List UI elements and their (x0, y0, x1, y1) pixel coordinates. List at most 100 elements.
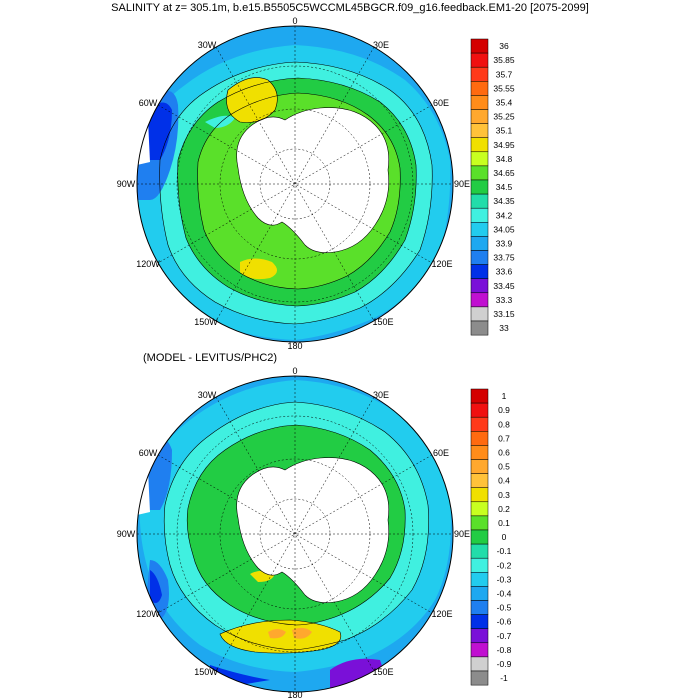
lon-label: 60E (433, 98, 449, 108)
colorbar-label: -0.4 (497, 588, 512, 598)
map-boundary-top (136, 25, 454, 343)
difference-subtitle: (MODEL - LEVITUS/PHC2) (143, 352, 278, 364)
colorbar-swatch (470, 137, 489, 153)
colorbar-swatch (470, 193, 489, 209)
colorbar-swatch (470, 572, 489, 587)
colorbar-swatch (470, 600, 489, 615)
colorbar-swatch (470, 402, 489, 418)
colorbar-label: 36 (499, 41, 509, 51)
colorbar-label: 33.15 (493, 309, 515, 319)
colorbar-swatch (470, 320, 489, 336)
colorbar-label: 35.25 (493, 112, 515, 122)
colorbar-label: 33.75 (493, 253, 515, 263)
colorbar-swatch (470, 473, 489, 488)
contour-lines-top (159, 61, 433, 325)
lon-label: 60E (433, 448, 449, 458)
colorbar-swatch (470, 151, 489, 167)
colorbar-label: 34.5 (496, 182, 513, 192)
lon-label: 120E (431, 609, 452, 619)
colorbar-label: 1 (502, 391, 507, 401)
colorbar-swatch (470, 529, 489, 545)
colorbar-label: 33.6 (496, 267, 513, 277)
colorbar-swatch (470, 52, 489, 68)
colorbar-swatch (470, 656, 489, 672)
colorbar-label: 33.3 (496, 295, 513, 305)
lon-label: 30W (198, 390, 217, 400)
colorbar-label: 0.5 (498, 462, 510, 472)
lon-label: 150E (372, 667, 393, 677)
colorbar-swatch (470, 236, 489, 251)
colorbar-swatch (470, 81, 489, 96)
colorbar-label: 35.7 (496, 69, 513, 79)
graticule-top (137, 26, 453, 342)
colorbar-swatch (470, 292, 489, 308)
colorbar-label: -0.9 (497, 659, 512, 669)
lon-label: 180 (287, 341, 302, 351)
lon-label: 120W (136, 609, 160, 619)
map-boundary-bottom (136, 375, 454, 693)
colorbar-swatch (470, 586, 489, 601)
lon-label: 180 (287, 690, 302, 700)
colorbar-swatch (470, 165, 489, 181)
lon-label: 30W (198, 40, 217, 50)
colorbar-label: 0.4 (498, 476, 510, 486)
colorbar-swatch (470, 642, 489, 658)
lon-label: 30E (373, 390, 389, 400)
colorbar-swatch (470, 306, 489, 322)
colorbar-label: 35.4 (496, 97, 513, 107)
lon-label: 0 (292, 366, 297, 376)
colorbar-label: 33 (499, 323, 509, 333)
colorbar-label: -0.5 (497, 603, 512, 613)
colorbar-swatch (470, 416, 489, 432)
colorbar-label: 0.8 (498, 419, 510, 429)
longitude-labels-bottom: 0 30E 60E 90E 120E 150E 180 150W 120W 90… (117, 366, 470, 700)
colorbar-label: 34.05 (493, 224, 515, 234)
colorbar-swatch (470, 179, 489, 195)
colorbar-swatch (470, 222, 489, 237)
colorbar-swatch (470, 515, 489, 531)
colorbar-label: 34.35 (493, 196, 515, 206)
colorbar-swatch (470, 278, 489, 294)
lon-label: 150W (194, 667, 218, 677)
colorbar-label: -0.3 (497, 574, 512, 584)
colorbar-label: 35.55 (493, 83, 515, 93)
colorbar-label: 0 (502, 532, 507, 542)
colorbar-label: 34.2 (496, 210, 513, 220)
colorbar-label: -1 (500, 673, 508, 683)
colorbar-label: 0.1 (498, 518, 510, 528)
colorbar-swatch (470, 207, 489, 223)
colorbar-swatch (470, 670, 489, 686)
lon-label: 90W (117, 529, 136, 539)
contour-lines-bottom (163, 401, 429, 654)
colorbar-swatch (470, 95, 489, 110)
colorbar-label: 35.1 (496, 126, 513, 136)
lon-label: 120W (136, 259, 160, 269)
colorbar-bottom: 1 0.9 0.8 0.7 0.6 0.5 0.4 0.3 0.2 0.1 0 -0.1 -0.2 -0.… (470, 388, 512, 686)
colorbar-swatch (470, 123, 489, 138)
lon-label: 90W (117, 179, 136, 189)
lon-label: 120E (431, 259, 452, 269)
graticule-bottom (137, 376, 453, 692)
colorbar-label: 0.2 (498, 504, 510, 514)
lon-label: 150W (194, 317, 218, 327)
colorbar-swatch (470, 38, 489, 54)
colorbar-label: -0.7 (497, 631, 512, 641)
colorbar-label: 0.7 (498, 433, 510, 443)
colorbar-label: -0.2 (497, 560, 512, 570)
colorbar-swatch (470, 264, 489, 279)
colorbar-label: 0.6 (498, 447, 510, 457)
colorbar-swatch (470, 459, 489, 474)
colorbar-label: -0.6 (497, 617, 512, 627)
colorbar-swatch (470, 557, 489, 573)
longitude-labels-top: 0 30E 60E 90E 120E 150E 180 150W 120W 90… (117, 16, 470, 351)
colorbar-swatch (470, 109, 489, 124)
colorbar-label: 0.3 (498, 490, 510, 500)
colorbar-swatch (470, 431, 489, 446)
lon-label: 90E (454, 529, 470, 539)
colorbar-top: 36 35.85 35.7 35.55 35.4 35.25 35.1 34.95 34.8 34… (470, 38, 515, 336)
colorbar-label: 0.9 (498, 405, 510, 415)
lon-label: 60W (139, 448, 158, 458)
colorbar-swatch (470, 66, 489, 82)
